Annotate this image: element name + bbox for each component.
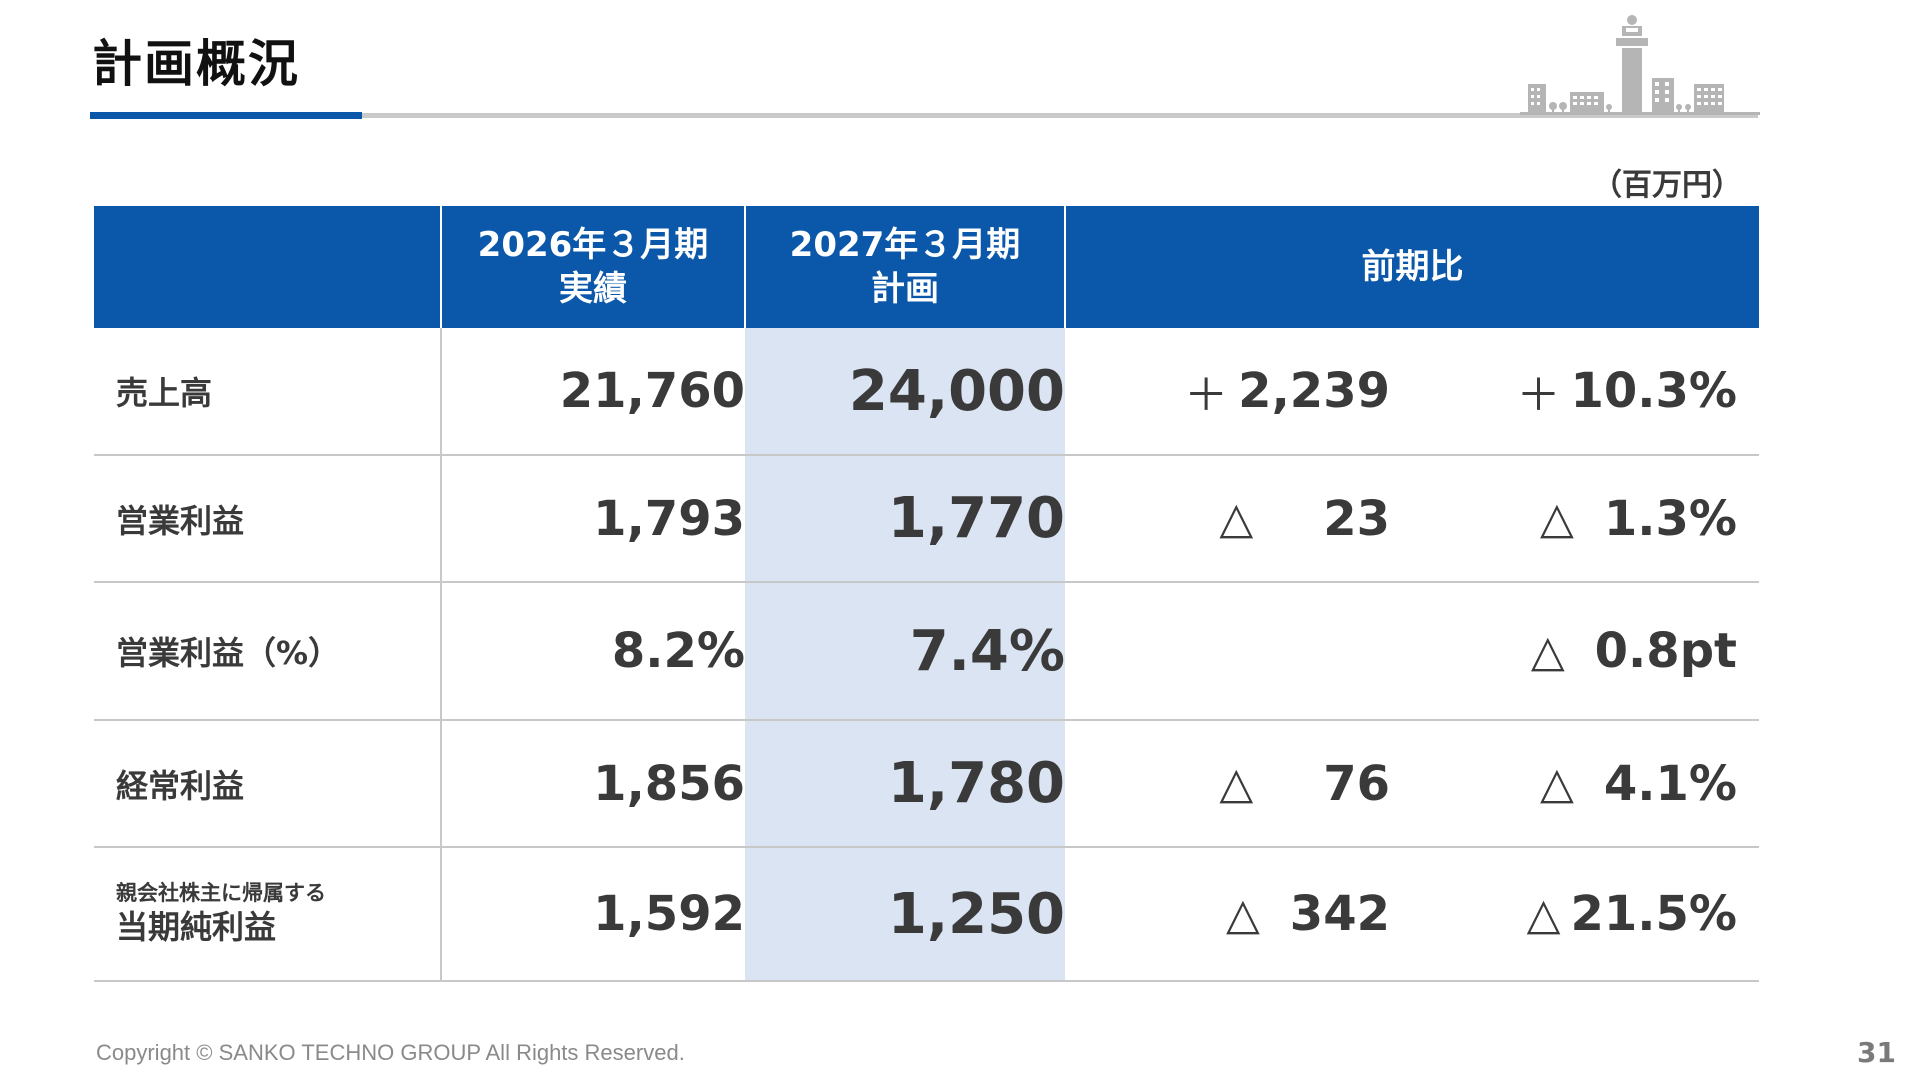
- yoy-rate: △ 4.1%: [1412, 756, 1759, 812]
- yoy-cell: △ 23 △ 1.3%: [1065, 455, 1759, 583]
- plan-value: 1,770: [745, 455, 1065, 583]
- table-header-row: 2026年３月期 実績 2027年３月期 計画 前期比: [94, 206, 1759, 328]
- financial-plan-table: 2026年３月期 実績 2027年３月期 計画 前期比 売上高 21,760 2…: [94, 206, 1759, 982]
- diff-value: 342: [1289, 886, 1390, 942]
- header-fy2026-type: 実績: [559, 269, 627, 309]
- header-fy2026-period: 2026年３月期: [477, 224, 709, 265]
- header-item: [94, 206, 441, 328]
- diff-value: 76: [1323, 755, 1390, 812]
- rate-sign: △: [1540, 493, 1574, 544]
- rate-sign: △: [1540, 758, 1574, 809]
- diff-value: 2,239: [1238, 363, 1390, 419]
- row-label: 営業利益: [94, 455, 442, 583]
- row-label-prefix: 親会社株主に帰属する: [116, 881, 326, 906]
- diff-sign: ＋: [1184, 370, 1229, 421]
- plan-value: 1,250: [745, 847, 1065, 982]
- rate-value: 10.3%: [1570, 363, 1737, 419]
- table-row: 経常利益 1,856 1,780 △ 76 △ 4.1%: [94, 720, 1759, 848]
- row-label-main: 当期純利益: [116, 907, 277, 946]
- yoy-cell: △ 0.8pt: [1065, 582, 1759, 721]
- city-skyline-icon: [1520, 15, 1760, 115]
- table-row: 営業利益（%） 8.2% 7.4% △ 0.8pt: [94, 582, 1759, 721]
- yoy-diff: △ 23: [1065, 491, 1412, 547]
- table-row: 親会社株主に帰属する 当期純利益 1,592 1,250 △ 342 △ 21.…: [94, 847, 1759, 982]
- actual-value: 8.2%: [441, 582, 745, 721]
- unit-label: （百万円）: [1592, 168, 1742, 203]
- page-number: 31: [1857, 1036, 1896, 1069]
- header-fy2027-plan: 2027年３月期 計画: [744, 206, 1065, 328]
- yoy-diff: ＋ 2,239: [1065, 359, 1412, 423]
- header-fy2027-period: 2027年３月期: [789, 224, 1021, 265]
- rate-sign: △: [1526, 888, 1561, 940]
- yoy-cell: △ 76 △ 4.1%: [1065, 720, 1759, 848]
- yoy-rate: ＋ 10.3%: [1412, 359, 1759, 423]
- page-title: 計画概況: [92, 35, 300, 93]
- rate-sign: ＋: [1516, 370, 1561, 421]
- rate-value: 0.8pt: [1594, 623, 1737, 679]
- row-label: 営業利益（%）: [94, 582, 442, 721]
- diff-sign: △: [1219, 758, 1254, 809]
- yoy-cell: ＋ 2,239 ＋ 10.3%: [1065, 328, 1759, 456]
- header-yoy: 前期比: [1064, 206, 1759, 328]
- actual-value: 21,760: [441, 328, 745, 456]
- actual-value: 1,793: [441, 455, 745, 583]
- rate-value: 21.5%: [1570, 886, 1737, 942]
- actual-value: 1,856: [441, 720, 745, 848]
- table-row: 営業利益 1,793 1,770 △ 23 △ 1.3%: [94, 455, 1759, 583]
- title-underline-gray: [90, 113, 1758, 118]
- diff-sign: △: [1219, 493, 1254, 544]
- yoy-diff: △ 342: [1065, 886, 1412, 942]
- diff-sign: △: [1225, 888, 1260, 940]
- row-label: 親会社株主に帰属する 当期純利益: [94, 847, 442, 982]
- plan-value: 24,000: [745, 328, 1065, 456]
- plan-value: 1,780: [745, 720, 1065, 848]
- header-fy2027-type: 計画: [871, 269, 939, 309]
- diff-value: 23: [1323, 490, 1390, 547]
- rate-sign: △: [1530, 625, 1565, 677]
- actual-value: 1,592: [441, 847, 745, 982]
- yoy-cell: △ 342 △ 21.5%: [1065, 847, 1759, 982]
- row-label: 売上高: [94, 328, 442, 456]
- rate-value: 1.3%: [1603, 490, 1737, 547]
- rate-value: 4.1%: [1603, 755, 1737, 812]
- row-label: 経常利益: [94, 720, 442, 848]
- header-fy2026-actual: 2026年３月期 実績: [440, 206, 745, 328]
- title-underline-blue: [90, 112, 362, 119]
- yoy-rate: △ 1.3%: [1412, 491, 1759, 547]
- yoy-rate: △ 0.8pt: [1412, 623, 1759, 679]
- yoy-rate: △ 21.5%: [1412, 886, 1759, 942]
- plan-value: 7.4%: [745, 582, 1065, 721]
- table-row: 売上高 21,760 24,000 ＋ 2,239 ＋ 10.3%: [94, 328, 1759, 456]
- yoy-diff: △ 76: [1065, 756, 1412, 812]
- copyright-text: Copyright © SANKO TECHNO GROUP All Right…: [96, 1040, 685, 1065]
